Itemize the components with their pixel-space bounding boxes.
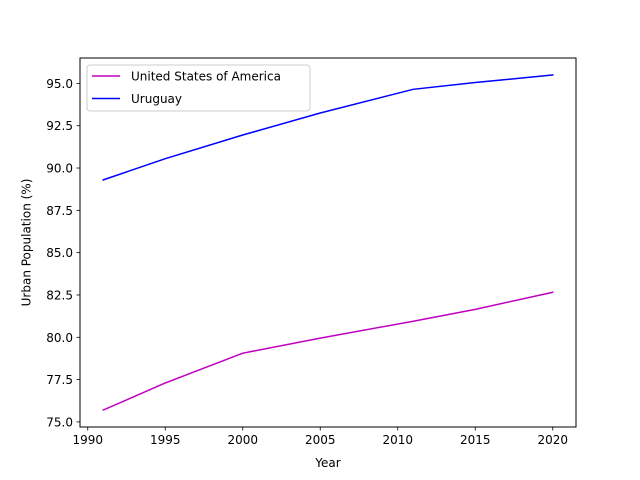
x-axis: 1990 1995 2000 2005 2010 2015 2020: [72, 427, 568, 447]
legend-label: Uruguay: [131, 92, 182, 106]
plot-area-frame: [79, 57, 577, 428]
y-axis: 75.0 77.5 80.0 82.5 85.0 87.5 90.0 92.5 95.0: [46, 77, 80, 429]
y-tick-label: 85.0: [46, 246, 73, 260]
legend-box: [86, 64, 311, 112]
series-layer: [102, 74, 554, 412]
legend: United States of America Uruguay: [86, 64, 311, 112]
y-axis-label: Urban Population (%): [20, 179, 34, 307]
y-tick-label: 77.5: [46, 373, 73, 387]
y-tick-label: 92.5: [46, 119, 73, 133]
x-tick-label: 2015: [460, 433, 491, 447]
x-tick-label: 2005: [305, 433, 336, 447]
x-tick-label: 2010: [382, 433, 413, 447]
series-line-uruguay: [102, 74, 554, 181]
y-tick-label: 95.0: [46, 77, 73, 91]
series-line-united-states-of-america: [102, 291, 554, 412]
x-tick-label: 2000: [227, 433, 258, 447]
x-tick-label: 1990: [72, 433, 103, 447]
y-tick-label: 90.0: [46, 162, 73, 176]
y-tick-label: 87.5: [46, 204, 73, 218]
x-tick-label: 2020: [537, 433, 568, 447]
y-tick-label: 80.0: [46, 331, 73, 345]
x-axis-label: Year: [314, 456, 340, 470]
y-tick-label: 75.0: [46, 415, 73, 429]
y-tick-label: 82.5: [46, 288, 73, 302]
legend-label: United States of America: [131, 70, 281, 84]
x-tick-label: 1995: [150, 433, 181, 447]
